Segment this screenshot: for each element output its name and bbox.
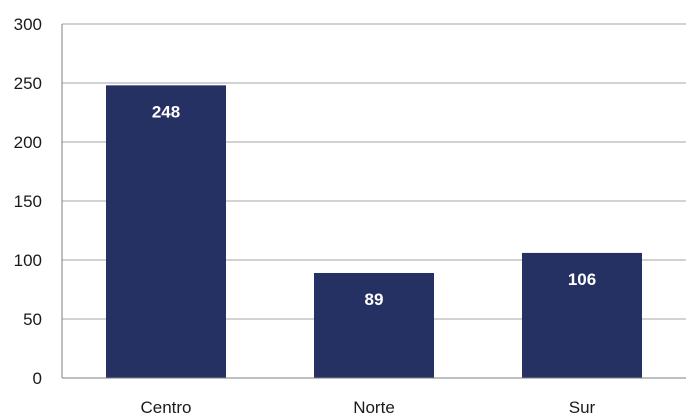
x-category-label: Centro <box>140 398 191 417</box>
axes <box>61 24 686 379</box>
data-label: 248 <box>152 102 180 121</box>
bar-centro <box>106 85 226 379</box>
x-category-label: Sur <box>569 398 596 417</box>
y-tick-label: 200 <box>14 133 42 152</box>
data-label: 89 <box>365 290 384 309</box>
bars <box>106 85 642 379</box>
y-tick-label: 300 <box>14 15 42 34</box>
x-category-labels: Centro Norte Sur <box>140 398 595 417</box>
y-tick-label: 150 <box>14 192 42 211</box>
data-labels: 248 89 106 <box>152 102 596 309</box>
y-tick-label: 100 <box>14 251 42 270</box>
data-label: 106 <box>568 270 596 289</box>
bar-sur <box>522 252 642 378</box>
y-tick-label: 0 <box>33 369 42 388</box>
x-category-label: Norte <box>353 398 395 417</box>
y-tick-label: 250 <box>14 74 42 93</box>
y-tick-label: 50 <box>23 310 42 329</box>
bar-norte <box>314 272 434 378</box>
y-tick-labels: 0 50 100 150 200 250 300 <box>14 15 42 388</box>
